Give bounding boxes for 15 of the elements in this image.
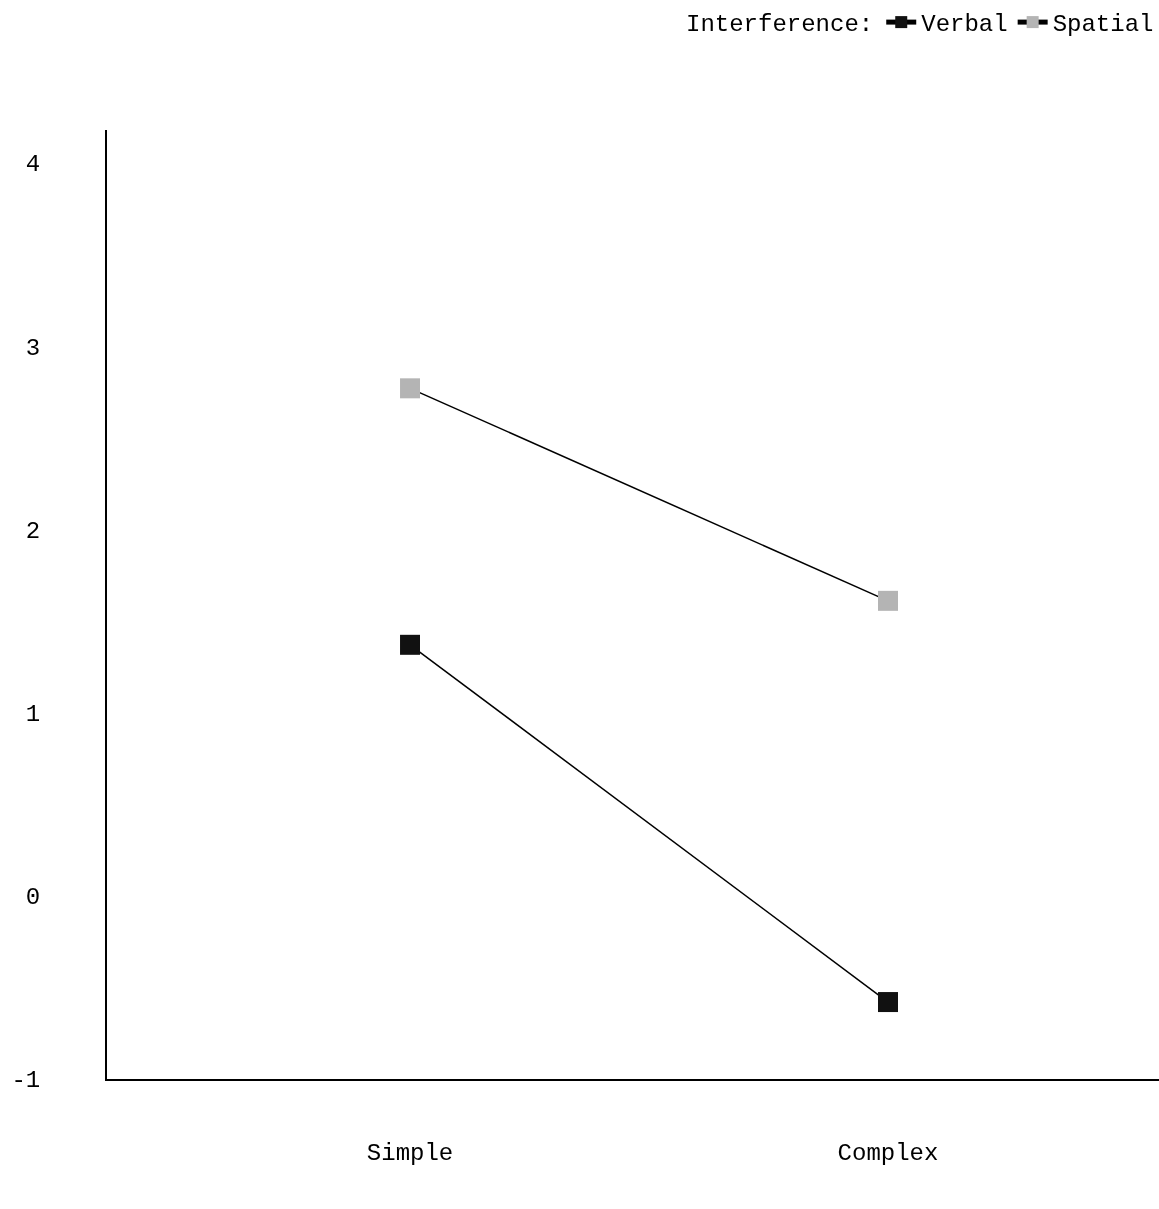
y-tick-label: -1	[11, 1067, 41, 1095]
legend-title: Interference:	[686, 11, 874, 39]
y-tick-label: 0	[25, 884, 41, 912]
legend-label: Verbal	[921, 11, 1008, 39]
x-tick-label: Simple	[366, 1139, 454, 1167]
y-tick-label: 3	[25, 334, 41, 362]
y-tick-label: 1	[25, 700, 41, 728]
y-tick-label: 2	[25, 517, 41, 545]
legend-label: Spatial	[1052, 11, 1154, 39]
x-tick-label: Complex	[837, 1139, 939, 1167]
point	[400, 378, 421, 399]
y-tick-label: 4	[25, 151, 41, 179]
point	[877, 590, 898, 611]
point	[877, 992, 898, 1013]
point	[400, 634, 421, 655]
